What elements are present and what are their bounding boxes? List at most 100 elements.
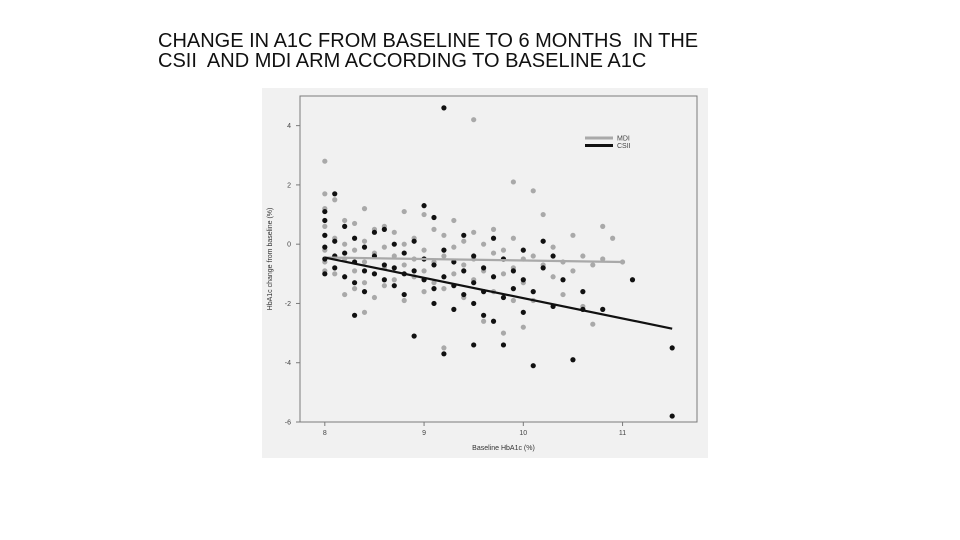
mdi-point <box>481 241 487 247</box>
mdi-point <box>570 268 576 274</box>
mdi-point <box>332 197 338 203</box>
csii-point <box>351 312 358 318</box>
csii-point <box>401 291 407 298</box>
csii-point <box>481 265 487 271</box>
csii-point <box>441 351 447 357</box>
x-tick-label: 10 <box>519 430 527 437</box>
csii-point <box>322 232 328 238</box>
csii-point <box>441 274 447 280</box>
mdi-fit-line <box>324 256 623 264</box>
csii-point <box>322 271 328 277</box>
csii-point <box>471 253 477 259</box>
mdi-point <box>351 286 358 292</box>
csii-point <box>451 306 457 312</box>
csii-point <box>500 342 507 348</box>
csii-point <box>322 217 328 224</box>
mdi-point <box>431 226 437 232</box>
csii-point <box>530 289 536 295</box>
csii-point <box>461 291 467 298</box>
csii-point <box>391 283 397 289</box>
mdi-point <box>471 229 477 235</box>
csii-point <box>322 208 328 215</box>
mdi-point <box>441 232 447 238</box>
y-tick-label: -2 <box>285 301 291 308</box>
csii-point <box>490 318 497 324</box>
mdi-point <box>471 117 477 123</box>
csii-point <box>520 277 526 283</box>
mdi-point <box>441 286 447 292</box>
csii-point <box>411 238 417 244</box>
mdi-point <box>322 191 328 197</box>
csii-point <box>669 345 675 351</box>
x-axis-label: Baseline HbA1c (%) <box>472 445 535 452</box>
mdi-point <box>520 324 526 330</box>
csii-point <box>342 223 348 229</box>
mdi-point <box>510 179 516 185</box>
mdi-point <box>431 280 437 286</box>
csii-point <box>520 247 526 253</box>
mdi-point <box>490 250 497 256</box>
csii-point <box>332 191 338 197</box>
mdi-point <box>441 345 447 351</box>
mdi-point <box>371 294 378 301</box>
csii-point <box>490 274 497 280</box>
legend-label-mdi: MDI <box>617 136 630 143</box>
mdi-point <box>401 241 407 247</box>
csii-point <box>371 271 378 277</box>
mdi-point <box>610 235 616 241</box>
mdi-point <box>381 244 387 250</box>
mdi-point <box>461 238 467 244</box>
csii-point <box>351 280 358 286</box>
mdi-point <box>500 271 507 277</box>
mdi-point <box>510 235 516 241</box>
mdi-point <box>540 211 546 218</box>
csii-point <box>431 286 437 292</box>
slide-title: CHANGE IN A1C FROM BASELINE TO 6 MONTHS … <box>158 31 858 71</box>
csii-point <box>550 253 556 259</box>
csii-point <box>342 250 348 256</box>
mdi-point <box>451 271 457 277</box>
mdi-point <box>451 217 457 224</box>
csii-point <box>381 277 387 283</box>
csii-point <box>540 265 546 271</box>
mdi-point <box>421 211 427 218</box>
y-axis: -6 -4 -2 0 2 4 <box>285 123 300 427</box>
slide-title-line-2: CSII AND MDI ARM ACCORDING TO BASELINE A… <box>158 50 647 72</box>
mdi-point <box>441 253 447 259</box>
csii-point <box>332 265 338 271</box>
mdi-point <box>361 238 368 244</box>
mdi-point <box>332 271 338 277</box>
mdi-point <box>391 253 397 259</box>
csii-point <box>371 229 378 235</box>
plot-frame <box>299 95 698 423</box>
mdi-point <box>590 321 596 327</box>
mdi-point <box>421 247 427 253</box>
csii-point <box>431 262 437 268</box>
mdi-point <box>342 291 348 298</box>
mdi-point <box>481 318 487 324</box>
csii-point <box>391 265 397 271</box>
mdi-point <box>351 247 358 253</box>
mdi-point <box>361 259 368 265</box>
regression-lines <box>324 256 673 330</box>
y-axis-label: HbA1c change from baseline (%) <box>267 208 274 311</box>
csii-point <box>431 214 437 221</box>
csii-point <box>471 342 477 348</box>
csii-point <box>490 235 497 241</box>
csii-point <box>361 289 368 295</box>
mdi-point <box>421 268 427 274</box>
mdi-point <box>590 262 596 268</box>
csii-point <box>421 203 427 209</box>
csii-point <box>629 277 636 283</box>
mdi-point <box>401 262 407 268</box>
csii-point <box>461 232 467 238</box>
mdi-point <box>570 232 576 238</box>
csii-point <box>451 259 457 265</box>
csii-point <box>471 300 477 307</box>
mdi-point <box>351 220 358 227</box>
mdi-point <box>322 158 328 164</box>
data-points <box>322 105 675 419</box>
mdi-point <box>342 217 348 224</box>
x-tick-label: 11 <box>619 430 626 437</box>
csii-point <box>351 235 358 241</box>
